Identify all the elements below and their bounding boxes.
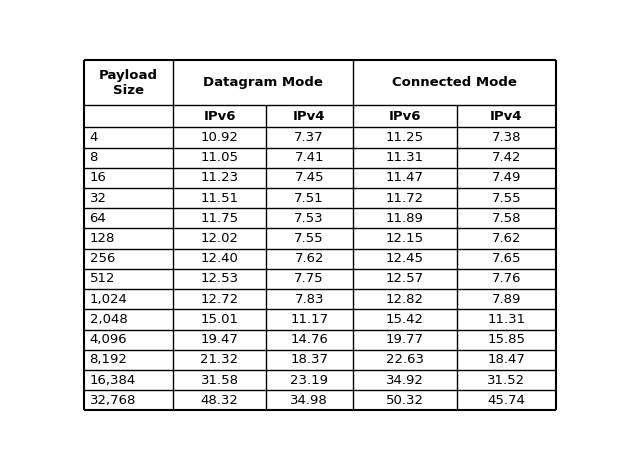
Text: 64: 64 (90, 212, 106, 225)
Text: 12.02: 12.02 (200, 232, 238, 245)
Text: 12.45: 12.45 (386, 252, 424, 265)
Text: 7.55: 7.55 (295, 232, 324, 245)
Text: 12.15: 12.15 (386, 232, 424, 245)
Text: 4: 4 (90, 131, 98, 144)
Text: IPv6: IPv6 (389, 110, 421, 123)
Text: 16: 16 (90, 171, 107, 185)
Text: 12.40: 12.40 (200, 252, 238, 265)
Text: 7.89: 7.89 (492, 293, 521, 306)
Text: 1,024: 1,024 (90, 293, 127, 306)
Text: 15.01: 15.01 (200, 313, 238, 326)
Text: 4,096: 4,096 (90, 333, 127, 346)
Text: 22.63: 22.63 (386, 353, 424, 366)
Text: 45.74: 45.74 (487, 394, 525, 407)
Text: 7.51: 7.51 (295, 192, 324, 205)
Text: 31.58: 31.58 (200, 374, 238, 387)
Text: 7.49: 7.49 (492, 171, 521, 185)
Text: 7.76: 7.76 (492, 273, 521, 286)
Text: 32: 32 (90, 192, 107, 205)
Text: 16,384: 16,384 (90, 374, 136, 387)
Text: 256: 256 (90, 252, 115, 265)
Text: 31.52: 31.52 (487, 374, 525, 387)
Text: 7.38: 7.38 (492, 131, 521, 144)
Text: 512: 512 (90, 273, 115, 286)
Text: 50.32: 50.32 (386, 394, 424, 407)
Text: 11.05: 11.05 (200, 151, 238, 164)
Text: 7.37: 7.37 (295, 131, 324, 144)
Text: Payload
Size: Payload Size (99, 69, 158, 96)
Text: 7.62: 7.62 (295, 252, 324, 265)
Text: 48.32: 48.32 (200, 394, 238, 407)
Text: IPv4: IPv4 (293, 110, 326, 123)
Text: 14.76: 14.76 (290, 333, 328, 346)
Text: 7.65: 7.65 (492, 252, 521, 265)
Text: 7.83: 7.83 (295, 293, 324, 306)
Text: 11.25: 11.25 (386, 131, 424, 144)
Text: 18.47: 18.47 (487, 353, 525, 366)
Text: 7.41: 7.41 (295, 151, 324, 164)
Text: 7.42: 7.42 (492, 151, 521, 164)
Text: 21.32: 21.32 (200, 353, 238, 366)
Text: 12.72: 12.72 (200, 293, 238, 306)
Text: 7.75: 7.75 (295, 273, 324, 286)
Text: 7.45: 7.45 (295, 171, 324, 185)
Text: Connected Mode: Connected Mode (392, 76, 517, 89)
Text: 11.31: 11.31 (487, 313, 525, 326)
Text: 15.42: 15.42 (386, 313, 424, 326)
Text: IPv4: IPv4 (490, 110, 522, 123)
Text: 23.19: 23.19 (290, 374, 328, 387)
Text: 11.72: 11.72 (386, 192, 424, 205)
Text: 11.89: 11.89 (386, 212, 424, 225)
Text: 11.75: 11.75 (200, 212, 238, 225)
Text: Datagram Mode: Datagram Mode (203, 76, 323, 89)
Text: 11.47: 11.47 (386, 171, 424, 185)
Text: 7.55: 7.55 (492, 192, 521, 205)
Text: 128: 128 (90, 232, 115, 245)
Text: 10.92: 10.92 (200, 131, 238, 144)
Text: 7.53: 7.53 (295, 212, 324, 225)
Text: 12.82: 12.82 (386, 293, 424, 306)
Text: 32,768: 32,768 (90, 394, 136, 407)
Text: IPv6: IPv6 (203, 110, 236, 123)
Text: 7.58: 7.58 (492, 212, 521, 225)
Text: 11.17: 11.17 (290, 313, 328, 326)
Text: 2,048: 2,048 (90, 313, 127, 326)
Text: 12.53: 12.53 (200, 273, 238, 286)
Text: 11.51: 11.51 (200, 192, 238, 205)
Text: 7.62: 7.62 (492, 232, 521, 245)
Text: 19.47: 19.47 (200, 333, 238, 346)
Text: 19.77: 19.77 (386, 333, 424, 346)
Text: 8: 8 (90, 151, 98, 164)
Text: 8,192: 8,192 (90, 353, 127, 366)
Text: 11.31: 11.31 (386, 151, 424, 164)
Text: 34.92: 34.92 (386, 374, 424, 387)
Text: 11.23: 11.23 (200, 171, 238, 185)
Text: 34.98: 34.98 (290, 394, 328, 407)
Text: 18.37: 18.37 (290, 353, 328, 366)
Text: 15.85: 15.85 (487, 333, 525, 346)
Text: 12.57: 12.57 (386, 273, 424, 286)
